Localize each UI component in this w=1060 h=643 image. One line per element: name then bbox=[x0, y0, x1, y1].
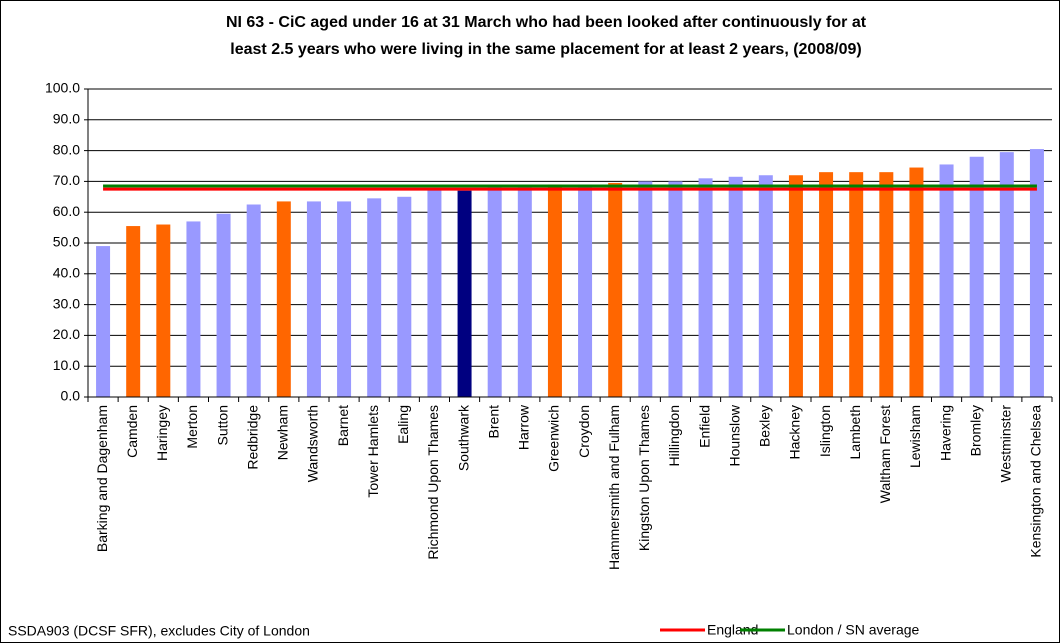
bar bbox=[216, 213, 231, 397]
x-tick-label: Bexley bbox=[757, 405, 773, 447]
bar bbox=[578, 184, 593, 397]
bar bbox=[96, 246, 111, 397]
x-tick-label: Lewisham bbox=[907, 405, 923, 468]
x-tick-label: Lambeth bbox=[847, 405, 863, 459]
x-tick-label: Brent bbox=[485, 405, 501, 439]
bar bbox=[728, 176, 743, 397]
x-tick-label: Croydon bbox=[576, 405, 592, 458]
x-tick-label: Sutton bbox=[214, 405, 230, 445]
y-tick-label: 70.0 bbox=[53, 172, 80, 188]
x-tick-label: Islington bbox=[817, 405, 833, 457]
bar bbox=[608, 182, 623, 397]
x-tick-label: Greenwich bbox=[546, 405, 562, 472]
y-tick-label: 90.0 bbox=[53, 111, 80, 127]
bar bbox=[337, 201, 352, 397]
bar bbox=[367, 198, 382, 397]
x-tick-label: Newham bbox=[275, 405, 291, 460]
x-tick-label: Hillingdon bbox=[666, 405, 682, 466]
x-tick-label: Kingston Upon Thames bbox=[636, 405, 652, 551]
bar bbox=[276, 201, 291, 397]
x-tick-label: Barking and Dagenham bbox=[94, 405, 110, 552]
x-tick-label: Kensington and Chelsea bbox=[1028, 405, 1044, 558]
y-tick-label: 100.0 bbox=[45, 80, 80, 96]
x-tick-label: Wandsworth bbox=[305, 405, 321, 482]
bar bbox=[819, 172, 834, 397]
bar bbox=[1029, 149, 1044, 397]
y-tick-label: 0.0 bbox=[61, 388, 81, 404]
x-tick-label: Westminster bbox=[998, 405, 1014, 483]
bar bbox=[879, 172, 894, 397]
bar bbox=[969, 156, 984, 397]
x-tick-label: Richmond Upon Thames bbox=[425, 405, 441, 560]
x-tick-label: Havering bbox=[937, 405, 953, 461]
y-tick-label: 40.0 bbox=[53, 265, 80, 281]
y-tick-label: 30.0 bbox=[53, 295, 80, 311]
y-tick-label: 60.0 bbox=[53, 203, 80, 219]
x-tick-label: Merton bbox=[184, 405, 200, 449]
x-tick-label: Hackney bbox=[787, 405, 803, 459]
y-tick-label: 80.0 bbox=[53, 141, 80, 157]
bar bbox=[547, 184, 562, 397]
chart-title: NI 63 - CiC aged under 16 at 31 March wh… bbox=[226, 14, 867, 31]
x-tick-label: Harrow bbox=[516, 404, 532, 450]
bar bbox=[517, 187, 532, 397]
bar bbox=[849, 172, 864, 397]
x-tick-label: Ealing bbox=[395, 405, 411, 444]
bar bbox=[457, 190, 472, 397]
x-tick-label: Haringey bbox=[154, 405, 170, 461]
bar bbox=[156, 224, 171, 397]
bar bbox=[246, 204, 261, 397]
bar bbox=[487, 187, 502, 397]
bar bbox=[909, 167, 924, 397]
bar bbox=[668, 181, 683, 397]
y-tick-label: 10.0 bbox=[53, 357, 80, 373]
y-tick-label: 20.0 bbox=[53, 326, 80, 342]
bar bbox=[758, 175, 773, 397]
x-tick-label: Camden bbox=[124, 405, 140, 458]
x-tick-label: Southwark bbox=[455, 404, 471, 471]
bar bbox=[397, 196, 412, 397]
x-tick-label: Tower Hamlets bbox=[365, 405, 381, 498]
bar bbox=[186, 221, 201, 397]
x-tick-label: Waltham Forest bbox=[877, 405, 893, 503]
bar bbox=[638, 181, 653, 397]
bar bbox=[126, 226, 141, 397]
x-tick-label: Bromley bbox=[967, 405, 983, 456]
bar bbox=[999, 152, 1014, 397]
x-tick-label: Hounslow bbox=[726, 404, 742, 466]
legend-label: London / SN average bbox=[787, 622, 920, 638]
y-tick-label: 50.0 bbox=[53, 234, 80, 250]
x-tick-label: Redbridge bbox=[244, 405, 260, 470]
bar bbox=[306, 201, 321, 397]
x-tick-label: Barnet bbox=[335, 405, 351, 446]
legend-label: England bbox=[707, 622, 758, 638]
bar bbox=[427, 189, 442, 397]
chart-title: least 2.5 years who were living in the s… bbox=[230, 41, 861, 58]
x-tick-label: Enfield bbox=[696, 405, 712, 448]
bar bbox=[698, 178, 713, 397]
source-note: SSDA903 (DCSF SFR), excludes City of Lon… bbox=[8, 623, 310, 639]
bar bbox=[939, 164, 954, 397]
x-tick-label: Hammersmith and Fulham bbox=[606, 405, 622, 570]
bar bbox=[788, 175, 803, 397]
